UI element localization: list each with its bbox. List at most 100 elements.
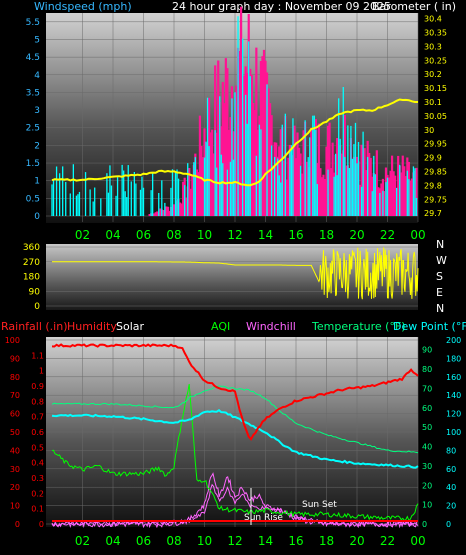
chart-title: 24 hour graph day : November 09 2025 [172,0,391,13]
temperature-tick-label: 60 [422,404,432,413]
barometer-tick-label: 30.05 [424,112,447,121]
wind-direction-line [52,247,419,300]
humidity-tick-label: 30 [10,465,20,474]
windspeed-tick-label: 3 [34,106,40,116]
windspeed-tick-label: 1.5 [26,159,40,169]
rainfall-tick-label: 0.4 [31,459,44,468]
rainfall-tick-label: 1.1 [31,351,44,360]
dewpoint-tick-label: 160 [446,373,461,382]
windspeed-tick-label: 5 [34,35,40,45]
temperature-tick-label: 80 [422,365,432,374]
temperature-tick-label: 50 [422,423,432,432]
legend-temperature: Temperature (°F) [311,320,406,333]
barometer-tick-label: 29.85 [424,168,447,177]
hour-tick-label: 08 [166,228,181,242]
direction-tick-label: 90 [29,287,41,297]
humidity-tick-label: 50 [10,428,20,437]
dewpoint-tick-label: 0 [446,520,451,529]
hour-tick-labels-bottom: 02 04 06 08 10 12 14 16 18 20 22 00 [75,534,426,548]
dewpoint-tick-label: 60 [446,465,456,474]
legend-humidity: Humidity [67,320,117,333]
hour-tick-label: 20 [349,534,364,548]
windspeed-tick-labels: 0 0.5 1 1.5 2 2.5 3 3.5 4 4.5 5 5.5 [26,18,41,222]
rainfall-tick-label: 0.8 [31,397,44,406]
hour-tick-label: 04 [105,534,120,548]
hour-tick-label: 14 [258,534,273,548]
humidity-tick-label: 60 [10,410,20,419]
rainfall-tick-labels: 0 0.1 0.2 0.3 0.4 0.5 0.6 0.7 0.8 0.9 1 1.1 [31,351,44,529]
direction-tick-label: 360 [23,243,40,253]
rainfall-tick-label: 0.1 [31,505,44,514]
hour-tick-label: 10 [197,534,212,548]
humidity-tick-labels: 0 10 20 30 40 50 60 70 80 90 100 [5,336,20,529]
compass-label: S [436,270,443,283]
dewpoint-tick-label: 140 [446,391,461,400]
rainfall-tick-label: 0 [39,520,44,529]
rainfall-tick-label: 0.5 [31,443,44,452]
hour-tick-label: 00 [410,534,425,548]
wind-direction-plot-area [46,244,418,310]
legend-dewpoint: Dew Point (°F) [393,320,466,333]
sunset-label: Sun Set [302,500,337,510]
humidity-tick-label: 40 [10,446,20,455]
rainfall-tick-label: 0.9 [31,382,44,391]
windspeed-tick-label: 4 [34,71,40,81]
hour-tick-label: 22 [380,534,395,548]
barometer-tick-labels: 29.7 29.75 29.8 29.85 29.9 29.95 30 30.05 30.1 30… [424,15,447,219]
rainfall-tick-label: 0.3 [31,474,44,483]
direction-degree-labels: 0 90 180 270 360 [23,243,40,312]
windspeed-axis-title: Windspeed (mph) [34,0,132,13]
barometer-tick-label: 30.2 [424,70,442,79]
hour-tick-label: 08 [166,534,181,548]
temperature-tick-label: 10 [422,501,432,510]
windspeed-series [51,16,418,216]
windspeed-tick-label: 2.5 [26,124,40,134]
legend-aqi: AQI [211,320,230,333]
rainfall-tick-label: 0.2 [31,489,44,498]
barometer-tick-label: 30.25 [424,56,447,65]
windspeed-tick-label: 1 [34,177,40,187]
legend-windchill: Windchill [246,320,296,333]
barometer-tick-label: 29.7 [424,209,442,218]
barometer-line [51,98,418,187]
dewpoint-tick-label: 40 [446,483,456,492]
hour-tick-label: 16 [288,534,303,548]
dewpoint-tick-label: 120 [446,410,461,419]
sunrise-label: Sun Rise [244,513,283,523]
temperature-tick-label: 70 [422,384,432,393]
hour-tick-label: 12 [227,228,242,242]
hour-tick-label: 12 [227,534,242,548]
barometer-tick-label: 29.9 [424,154,442,163]
rainfall-tick-label: 1 [39,367,44,376]
temperature-tick-label: 30 [422,462,432,471]
direction-tick-label: 270 [23,258,40,268]
legend-solar: Solar [116,320,145,333]
rainfall-tick-label: 0.7 [31,413,44,422]
humidity-tick-label: 20 [10,483,20,492]
humidity-tick-label: 0 [15,520,20,529]
temperature-line [51,385,419,454]
dewpoint-tick-label: 80 [446,446,456,455]
barometer-tick-label: 30.4 [424,15,442,24]
hour-tick-label: 10 [197,228,212,242]
hour-tick-label: 14 [258,228,273,242]
temperature-tick-label: 0 [422,520,427,529]
barometer-tick-label: 30.1 [424,98,442,107]
aqi-line [51,384,419,522]
windspeed-tick-label: 0 [34,212,40,222]
compass-label: W [436,254,447,267]
windspeed-tick-label: 3.5 [26,88,40,98]
temperature-tick-label: 20 [422,481,432,490]
hour-tick-label: 02 [75,534,90,548]
humidity-line [51,343,419,441]
humidity-tick-label: 10 [10,502,20,511]
windspeed-tick-label: 2 [34,141,40,151]
humidity-tick-label: 80 [10,373,20,382]
humidity-tick-label: 70 [10,391,20,400]
dewpoint-tick-labels: 0 20 40 60 80 100 120 140 160 180 200 [446,336,461,529]
compass-label: E [436,286,443,299]
temperature-tick-label: 90 [422,346,432,355]
hour-tick-label: 06 [136,534,151,548]
hour-tick-label: 06 [136,228,151,242]
